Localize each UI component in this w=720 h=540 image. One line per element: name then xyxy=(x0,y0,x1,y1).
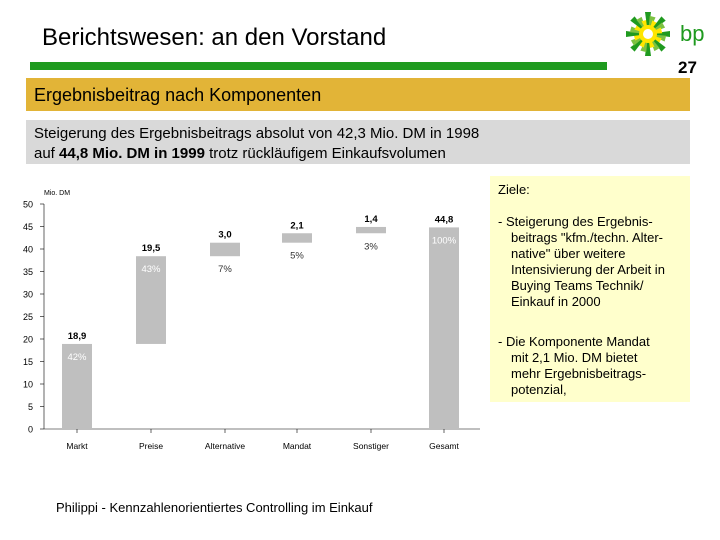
page-title: Berichtswesen: an den Vorstand xyxy=(42,24,387,51)
y-tick-label: 25 xyxy=(23,312,33,322)
goal-line: mit 2,1 Mio. DM bietet xyxy=(511,350,638,365)
goal-line: - Die Komponente Mandat xyxy=(498,334,650,349)
y-tick-label: 40 xyxy=(23,245,33,255)
section-header-bar xyxy=(26,78,690,111)
chart-plot-area xyxy=(44,178,484,440)
goal-line: native" über weitere xyxy=(511,246,626,261)
percent-label: 5% xyxy=(290,251,304,262)
x-tick-label: Preise xyxy=(139,441,163,451)
percent-label: 42% xyxy=(67,352,87,363)
y-tick-label: 20 xyxy=(23,335,33,345)
subtitle-line2-bold: 44,8 Mio. DM in 1999 xyxy=(59,145,205,162)
goals-heading: Ziele: xyxy=(498,182,530,197)
bar-gesamt xyxy=(429,227,459,429)
bp-logo-text: bp xyxy=(680,21,704,46)
goal-line: beitrags "kfm./techn. Alter- xyxy=(511,230,664,245)
subtitle-line2: auf 44,8 Mio. DM in 1999 trotz rückläufi… xyxy=(34,145,446,162)
goals-box: Ziele: - Steigerung des Ergebnis-beitrag… xyxy=(490,176,690,402)
y-tick-label: 45 xyxy=(23,222,33,232)
data-label: 3,0 xyxy=(218,230,231,241)
y-axis-label: Mio. DM xyxy=(44,190,70,197)
percent-label: 7% xyxy=(218,264,232,275)
data-label: 2,1 xyxy=(290,220,304,231)
bar-sonstiger xyxy=(356,226,386,234)
y-tick-label: 15 xyxy=(23,357,33,367)
subtitle-line2-prefix: auf xyxy=(34,145,60,162)
logo-ray xyxy=(645,34,651,56)
page-number: 27 xyxy=(678,58,697,77)
x-tick-label: Mandat xyxy=(283,441,312,451)
y-tick-label: 30 xyxy=(23,290,33,300)
logo-ray xyxy=(648,31,670,37)
percent-label: 43% xyxy=(141,264,161,275)
subtitle-line1: Steigerung des Ergebnisbeitrags absolut … xyxy=(34,125,480,142)
goal-line: potenzial, xyxy=(511,382,567,397)
goal-line: Intensivierung der Arbeit in xyxy=(511,262,665,277)
title-underline xyxy=(30,62,607,70)
bp-logo: bp xyxy=(626,12,704,56)
x-tick-label: Gesamt xyxy=(429,441,459,451)
percent-label: 100% xyxy=(432,235,457,246)
goal-line: mehr Ergebnisbeitrags- xyxy=(511,366,647,381)
data-label: 44,8 xyxy=(435,214,454,225)
bar-alternative xyxy=(210,242,240,257)
y-tick-label: 10 xyxy=(23,380,33,390)
x-tick-label: Alternative xyxy=(205,441,245,451)
section-title: Ergebnisbeitrag nach Komponenten xyxy=(34,85,322,105)
data-label: 19,5 xyxy=(142,243,161,254)
bar-preise xyxy=(136,256,166,344)
waterfall-chart: Mio. DM 0 5 10 15 20 25 30 35 40 45 50 18,9 42% Markt 1… xyxy=(23,178,484,451)
logo-ray xyxy=(626,31,648,37)
y-tick-label: 50 xyxy=(23,200,33,210)
data-label: 1,4 xyxy=(364,214,378,225)
y-tick-label: 0 xyxy=(28,425,33,435)
subtitle-line2-suffix: trotz rückläufigem Einkaufsvolumen xyxy=(204,145,446,162)
footer-text: Philippi - Kennzahlenorientiertes Contro… xyxy=(56,500,373,515)
x-tick-label: Sonstiger xyxy=(353,441,389,451)
bar-markt xyxy=(62,343,92,429)
bar-mandat xyxy=(282,233,312,243)
percent-label: 3% xyxy=(364,241,378,252)
data-label: 18,9 xyxy=(68,331,87,342)
y-tick-label: 5 xyxy=(28,402,33,412)
goal-line: - Steigerung des Ergebnis- xyxy=(498,214,653,229)
y-tick-label: 35 xyxy=(23,267,33,277)
logo-ray xyxy=(645,12,651,34)
goal-line: Buying Teams Technik/ xyxy=(511,278,644,293)
goal-line: Einkauf in 2000 xyxy=(511,294,601,309)
x-tick-label: Markt xyxy=(66,441,88,451)
subtitle-box xyxy=(26,120,690,164)
